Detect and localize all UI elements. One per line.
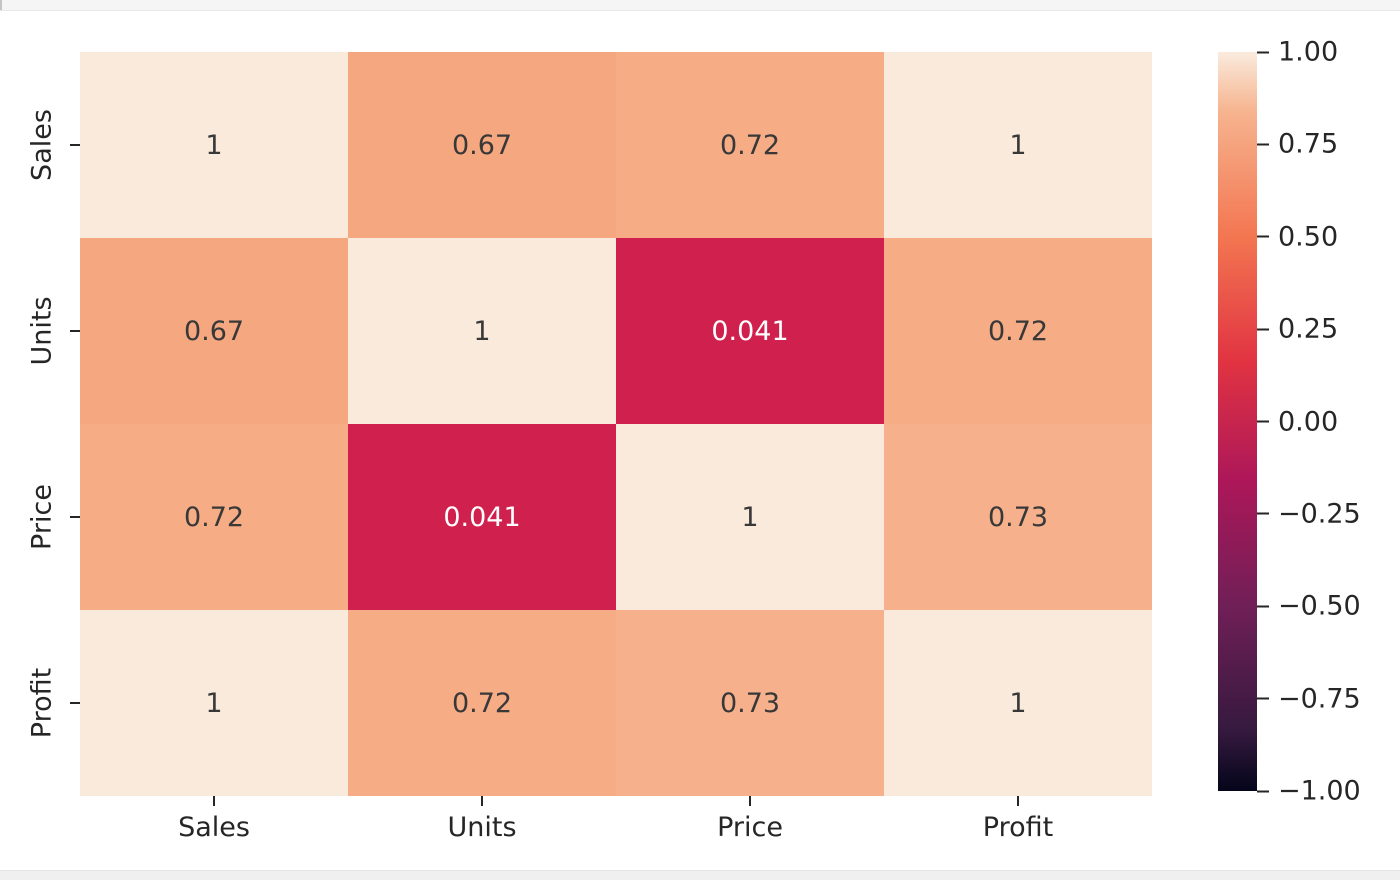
heatmap-cell: 0.72	[348, 610, 616, 796]
colorbar-tick-label: 0.25	[1278, 313, 1339, 345]
heatmap-cell: 0.72	[616, 52, 884, 238]
heatmap-cell: 0.041	[348, 424, 616, 610]
y-tick-sales: Sales	[0, 52, 80, 238]
colorbar-tick-label: 1.00	[1278, 36, 1339, 68]
heatmap-cell: 0.67	[80, 238, 348, 424]
y-tick-label: Profit	[26, 667, 58, 739]
heatmap-cell: 0.73	[616, 610, 884, 796]
x-tick-label: Units	[447, 812, 517, 843]
window-top-strip-notch	[0, 0, 2, 10]
x-axis-tick-labels: Sales Units Price Profit	[80, 796, 1152, 856]
heatmap-cell: 1	[884, 52, 1152, 238]
colorbar-tick: −0.50	[1257, 591, 1361, 622]
heatmap-cell: 0.72	[884, 238, 1152, 424]
colorbar-tick-mark	[1257, 328, 1269, 331]
colorbar-tick-mark	[1257, 605, 1269, 608]
x-tick-mark	[213, 796, 215, 806]
heatmap-cell: 1	[616, 424, 884, 610]
colorbar-tick-label: 0.00	[1278, 406, 1339, 437]
x-tick-mark	[481, 796, 483, 806]
colorbar-tick-mark	[1257, 420, 1269, 423]
heatmap-cell: 0.67	[348, 52, 616, 238]
heatmap-cell: 0.72	[80, 424, 348, 610]
correlation-heatmap: 1 0.67 0.72 1 0.67 1 0.041 0.72 0.72 0.041 1 0.73 1 0…	[80, 52, 1152, 796]
colorbar-tick: −1.00	[1257, 776, 1361, 807]
y-tick-mark	[70, 702, 80, 704]
y-tick-price: Price	[0, 424, 80, 610]
colorbar-tick: 0.75	[1257, 129, 1338, 160]
colorbar-tick-label: −0.75	[1278, 683, 1361, 715]
heatmap-cell: 1	[80, 52, 348, 238]
colorbar-tick-mark	[1257, 235, 1269, 238]
y-tick-label: Units	[26, 296, 58, 366]
y-tick-label: Sales	[26, 109, 58, 181]
x-tick-label: Sales	[178, 812, 250, 843]
colorbar-tick: −0.25	[1257, 498, 1361, 529]
heatmap-cell: 0.041	[616, 238, 884, 424]
y-axis-tick-labels: Sales Units Price Profit	[0, 52, 80, 796]
colorbar-tick-mark	[1257, 143, 1269, 146]
x-tick-price: Price	[616, 796, 884, 843]
x-tick-label: Price	[717, 812, 783, 843]
colorbar-tick-mark	[1257, 51, 1269, 53]
colorbar-tick-label: −1.00	[1278, 775, 1361, 807]
colorbar-tick-label: 0.75	[1278, 128, 1339, 160]
y-tick-mark	[70, 330, 80, 332]
colorbar-tick: 0.25	[1257, 314, 1338, 345]
colorbar-tick-label: 0.50	[1278, 221, 1339, 253]
heatmap-cell: 1	[348, 238, 616, 424]
colorbar-tick: 0.00	[1257, 406, 1338, 437]
y-tick-mark	[70, 516, 80, 518]
x-tick-mark	[1017, 796, 1019, 806]
x-tick-sales: Sales	[80, 796, 348, 843]
colorbar-tick: 1.00	[1257, 37, 1338, 68]
x-tick-label: Profit	[982, 812, 1054, 843]
y-tick-mark	[70, 144, 80, 146]
colorbar-tick-label: −0.50	[1278, 590, 1361, 622]
colorbar-gradient	[1218, 52, 1257, 791]
x-tick-profit: Profit	[884, 796, 1152, 843]
window-top-strip	[0, 0, 1400, 11]
colorbar-tick: −0.75	[1257, 683, 1361, 714]
colorbar-tick: 0.50	[1257, 221, 1338, 252]
x-tick-mark	[749, 796, 751, 806]
x-tick-units: Units	[348, 796, 616, 843]
y-tick-units: Units	[0, 238, 80, 424]
heatmap-cell: 1	[80, 610, 348, 796]
y-tick-profit: Profit	[0, 610, 80, 796]
colorbar-tick-mark	[1257, 697, 1269, 700]
window-bottom-strip	[0, 870, 1400, 880]
colorbar-tick-label: −0.25	[1278, 498, 1361, 530]
heatmap-cell: 1	[884, 610, 1152, 796]
colorbar-tick-mark	[1257, 512, 1269, 515]
y-tick-label: Price	[26, 484, 58, 550]
heatmap-cell: 0.73	[884, 424, 1152, 610]
colorbar-ticks: 1.00 0.75 0.50 0.25 0.00 −0.25 −0.50 −0.75 −1.00	[1257, 37, 1397, 807]
colorbar-tick-mark	[1257, 790, 1269, 792]
